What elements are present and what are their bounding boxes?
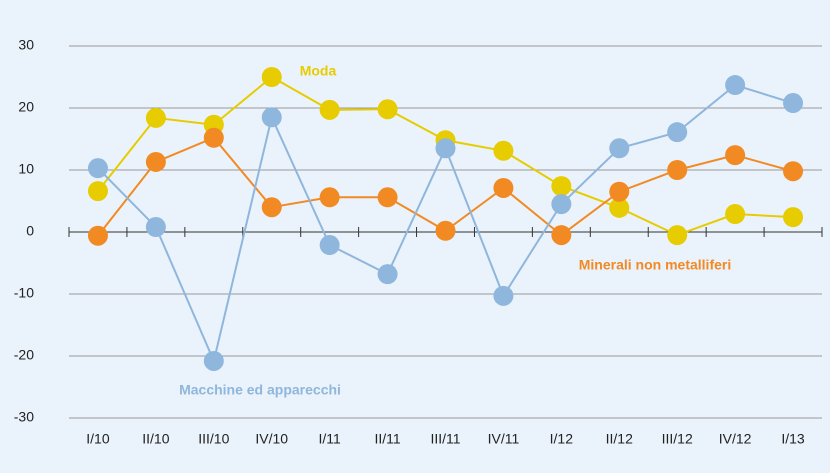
y-tick-label: -30 (14, 409, 34, 425)
point (783, 207, 804, 228)
point (725, 204, 746, 225)
point (667, 225, 688, 246)
y-tick-label: 10 (18, 161, 34, 177)
point (203, 350, 224, 371)
point (551, 176, 572, 197)
x-tick-label: I/10 (86, 431, 110, 447)
x-tick-label: IV/10 (255, 431, 288, 447)
point (319, 99, 340, 120)
point (493, 140, 514, 161)
point (87, 225, 108, 246)
point (145, 107, 166, 128)
point (319, 187, 340, 208)
point (203, 127, 224, 148)
point (145, 217, 166, 238)
series-label: Macchine ed apparecchi (179, 382, 341, 398)
x-tick-label: III/11 (430, 431, 460, 447)
x-tick-label: I/13 (781, 431, 805, 447)
point (609, 181, 630, 202)
point (87, 181, 108, 202)
x-tick-label: II/12 (606, 431, 633, 447)
point (725, 75, 746, 96)
point (261, 67, 282, 87)
point (261, 107, 282, 128)
series-label: Moda (300, 63, 337, 79)
y-tick-label: -20 (14, 347, 34, 363)
point (609, 138, 630, 159)
point (493, 285, 514, 306)
point (667, 160, 688, 180)
point (319, 235, 340, 256)
point (493, 177, 514, 198)
point (377, 187, 398, 208)
point (551, 225, 572, 246)
point (261, 197, 282, 218)
y-tick-label: 0 (26, 223, 34, 239)
y-tick-label: 20 (18, 99, 34, 115)
x-tick-label: II/10 (142, 431, 169, 447)
point (725, 145, 746, 166)
x-tick-label: II/11 (374, 431, 400, 447)
x-tick-label: I/12 (550, 431, 574, 447)
point (87, 158, 108, 179)
x-tick-label: III/12 (662, 431, 693, 447)
point (667, 122, 688, 143)
point (609, 197, 630, 218)
x-tick-label: IV/12 (719, 431, 752, 447)
point (783, 161, 804, 182)
x-tick-label: I/11 (318, 431, 341, 447)
point (551, 194, 572, 215)
point (435, 220, 456, 241)
point (145, 151, 166, 172)
x-tick-label: IV/11 (488, 431, 520, 447)
point (377, 264, 398, 285)
point (435, 138, 456, 159)
series-label: Minerali non metalliferi (579, 257, 731, 273)
y-tick-label: -10 (14, 285, 34, 301)
x-tick-label: III/10 (198, 431, 229, 447)
point (377, 99, 398, 120)
point (783, 93, 804, 114)
y-tick-label: 30 (18, 37, 34, 53)
